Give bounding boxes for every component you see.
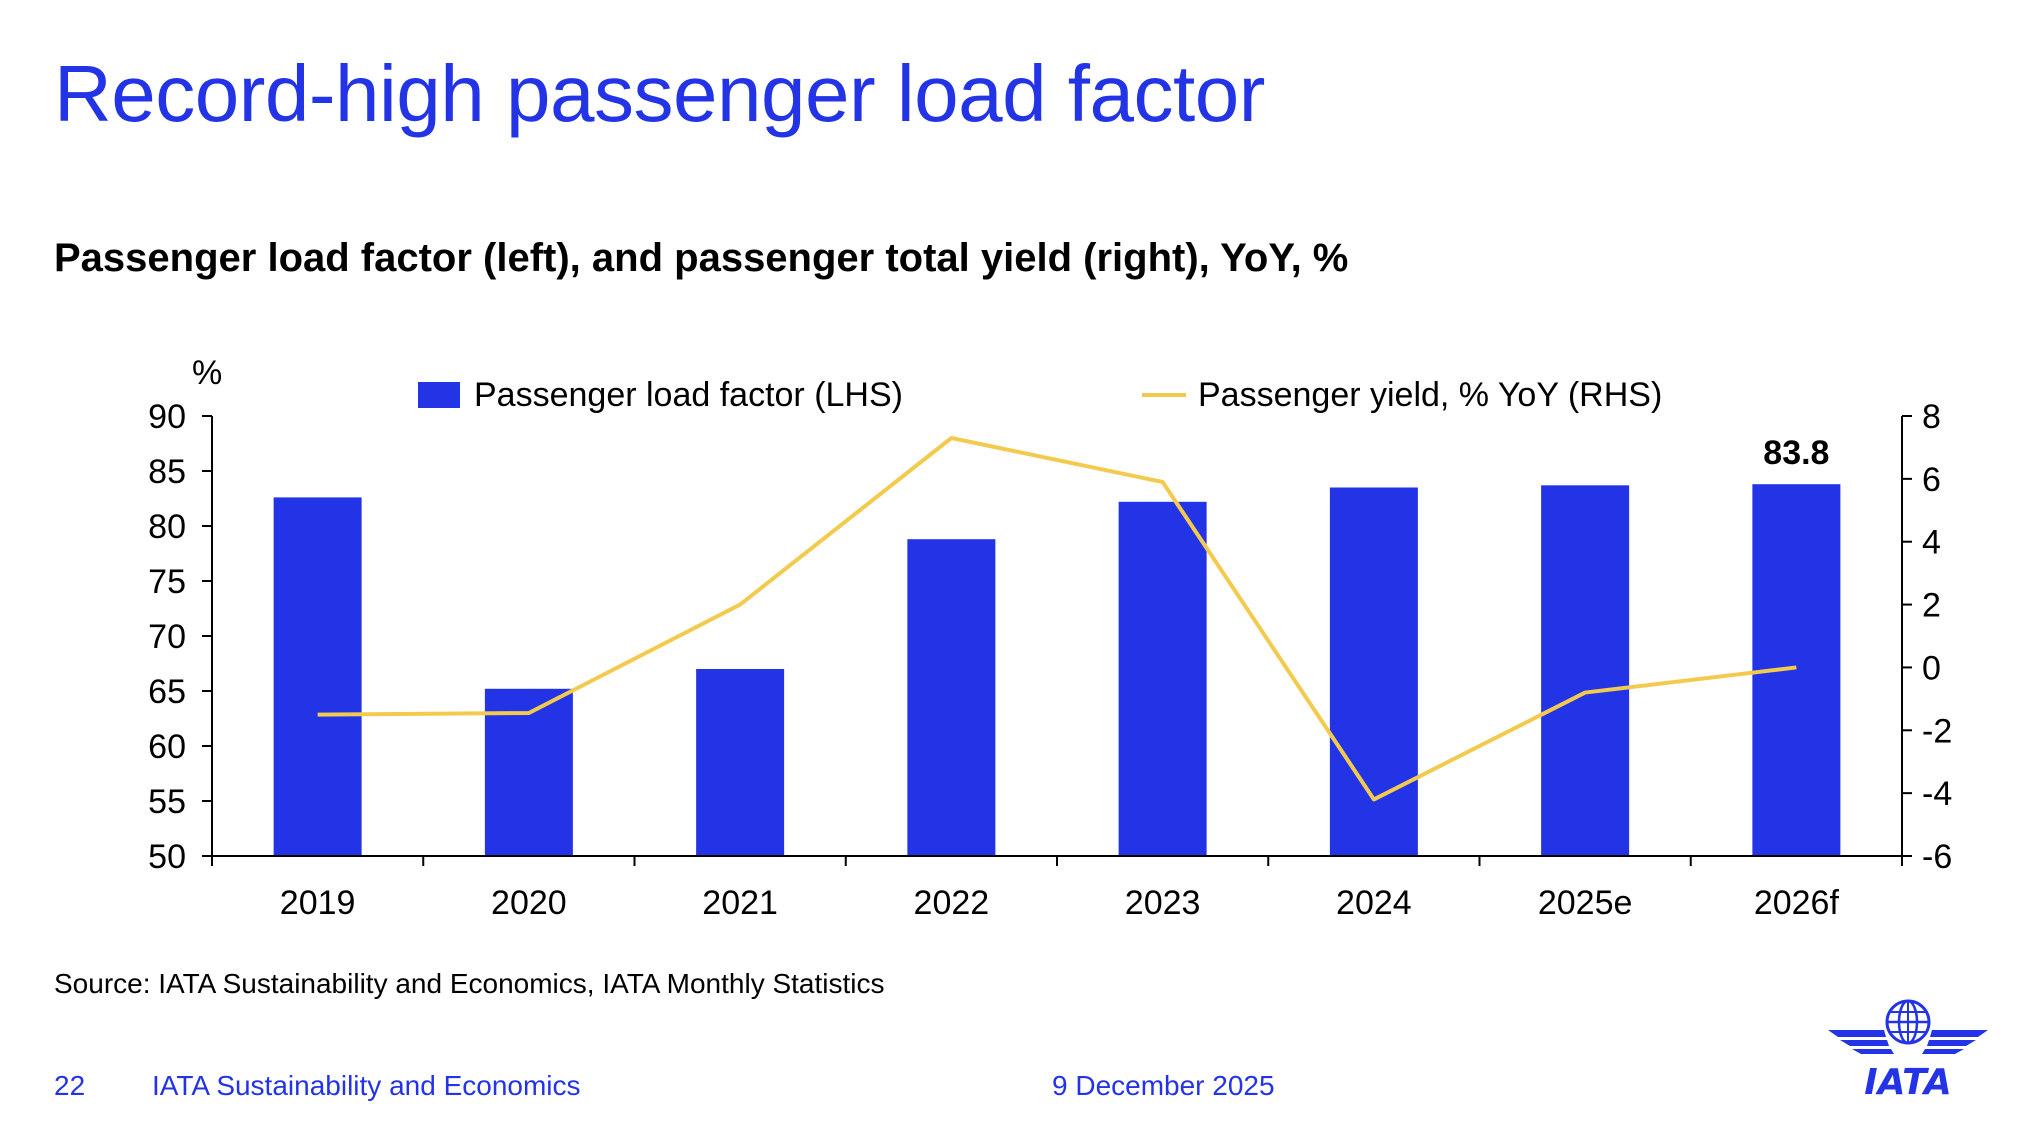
legend-label-bar: Passenger load factor (LHS) [474, 376, 903, 414]
iata-logo: IATA [1828, 999, 1988, 1100]
left-tick-label: 75 [148, 563, 186, 601]
left-tick-label: 65 [148, 673, 186, 711]
bar-2023 [1118, 501, 1207, 856]
data-labels: 83.8 [1763, 434, 1829, 472]
yield-line [317, 436, 1797, 802]
left-axis-label: % [192, 354, 222, 392]
source-note: Source: IATA Sustainability and Economic… [54, 968, 885, 999]
bar-2019 [273, 497, 362, 856]
combo-chart: 50 55 60 65 70 75 80 85 90% -6 -4 -2 0 2 4 6 8 2019 2020 20… [148, 354, 1952, 922]
bar-2022 [907, 539, 996, 856]
legend-swatch-bar [418, 382, 460, 408]
slide-title: Record-high passenger load factor [54, 49, 1265, 138]
legend-label-line: Passenger yield, % YoY (RHS) [1198, 376, 1662, 414]
x-tick-label: 2024 [1336, 884, 1412, 922]
left-tick-label: 55 [148, 783, 186, 821]
x-tick-label: 2025e [1538, 884, 1633, 922]
bar-2025e [1541, 485, 1630, 856]
x-tick-label: 2026f [1754, 884, 1840, 922]
footer-date: 9 December 2025 [1052, 1070, 1275, 1101]
bar-series [273, 484, 1841, 856]
right-tick-label: 0 [1922, 649, 1941, 687]
right-tick-label: 4 [1922, 524, 1941, 562]
left-tick-label: 80 [148, 508, 186, 546]
right-tick-label: 8 [1922, 398, 1941, 436]
data-label-2026f: 83.8 [1763, 434, 1829, 472]
footer-organization: IATA Sustainability and Economics [152, 1070, 581, 1101]
axes: 50 55 60 65 70 75 80 85 90% -6 -4 -2 0 2 4 6 8 2019 2020 20… [148, 354, 1952, 922]
legend: Passenger load factor (LHS) Passenger yie… [418, 376, 1662, 414]
left-tick-label: 50 [148, 838, 186, 876]
left-tick-label: 60 [148, 728, 186, 766]
x-tick-label: 2020 [491, 884, 567, 922]
left-tick-label: 85 [148, 453, 186, 491]
left-tick-label: 70 [148, 618, 186, 656]
bar-2024 [1329, 487, 1418, 856]
right-tick-label: 6 [1922, 461, 1941, 499]
page-number: 22 [54, 1070, 86, 1101]
logo-wordmark: IATA [1864, 1062, 1951, 1100]
x-tick-label: 2022 [914, 884, 990, 922]
right-tick-label: -4 [1922, 775, 1952, 813]
left-tick-label: 90 [148, 398, 186, 436]
bar-2021 [696, 669, 785, 856]
right-tick-label: -2 [1922, 712, 1952, 750]
right-tick-label: 2 [1922, 587, 1941, 625]
x-tick-label: 2019 [280, 884, 356, 922]
chart-title: Passenger load factor (left), and passen… [54, 236, 1349, 280]
bar-2020 [484, 688, 573, 856]
right-tick-label: -6 [1922, 838, 1952, 876]
x-tick-label: 2021 [702, 884, 778, 922]
x-tick-label: 2023 [1125, 884, 1201, 922]
